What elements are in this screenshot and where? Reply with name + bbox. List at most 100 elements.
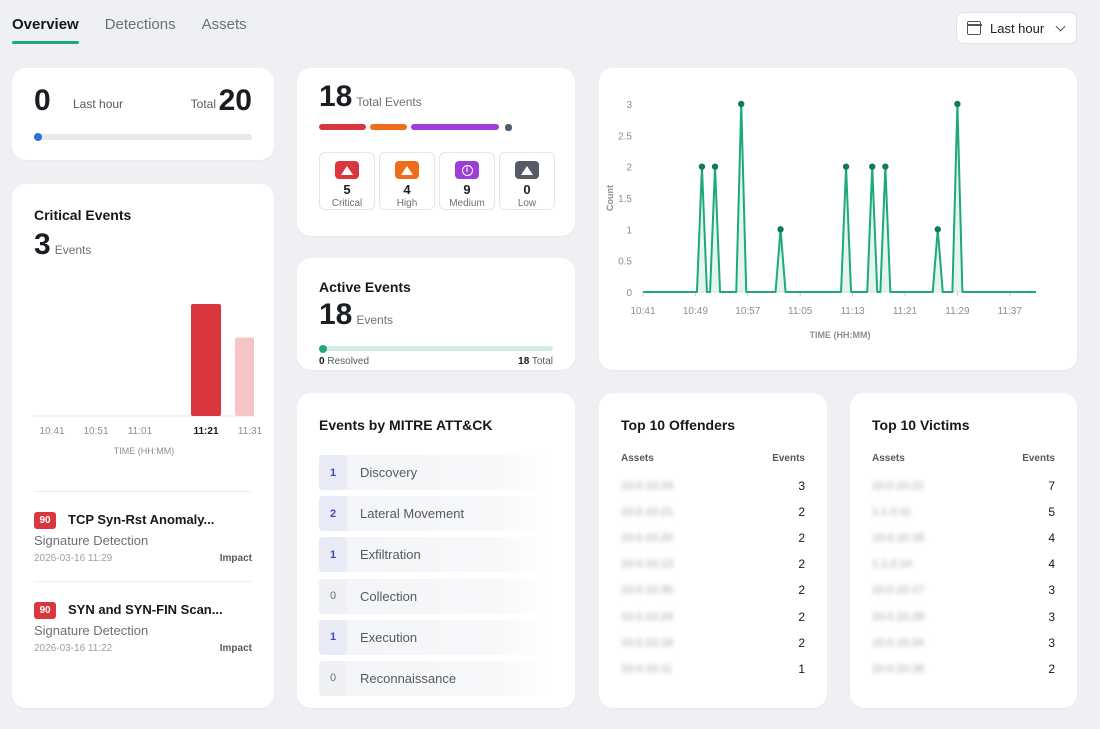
table-row[interactable]: 10.0.10.17 3 [872, 577, 1055, 603]
data-point[interactable] [777, 226, 784, 233]
severity-tile-critical[interactable]: 5 Critical [319, 152, 375, 210]
event-count: 2 [798, 531, 805, 546]
event-count: 2 [1048, 661, 1055, 676]
table-row[interactable]: 10.0.10.30 2 [621, 577, 805, 603]
mitre-tactic-item[interactable]: 1 Execution [319, 619, 553, 655]
table-row[interactable]: 10.0.10.11 1 [621, 656, 805, 682]
data-point[interactable] [738, 100, 745, 108]
mitre-tactic-item[interactable]: 2 Lateral Movement [319, 496, 553, 532]
asset-address: 10.0.10.21 [872, 480, 924, 493]
severity-tile-medium[interactable]: i 9 Medium [439, 152, 495, 210]
mitre-title: Events by MITRE ATT&CK [319, 417, 493, 433]
tab-overview[interactable]: Overview [12, 0, 79, 44]
data-point[interactable] [954, 100, 961, 108]
critical-events-bar-chart [34, 304, 254, 417]
table-row[interactable]: 10.0.10.21 7 [872, 473, 1055, 499]
severity-tile-low[interactable]: 0 Low [499, 152, 555, 210]
asset-address: 10.0.10.18 [621, 636, 673, 649]
top-victims-title: Top 10 Victims [872, 417, 970, 433]
critical-chart-x-title: TIME (HH:MM) [113, 446, 175, 456]
tab-assets[interactable]: Assets [201, 16, 247, 33]
bar-11:31[interactable] [235, 337, 254, 416]
event-count: 4 [1048, 531, 1055, 546]
data-point[interactable] [711, 163, 719, 170]
y-tick-label: 1.5 [618, 194, 632, 205]
bar-11:21[interactable] [191, 304, 221, 416]
events-column-header: Events [1022, 453, 1055, 464]
asset-address: 10.0.10.21 [621, 506, 673, 519]
y-tick-label: 1 [626, 225, 632, 236]
calendar-icon [966, 21, 982, 35]
table-row[interactable]: 1.1.0.14 4 [872, 551, 1055, 577]
table-row[interactable]: 10.0.10.21 2 [621, 499, 805, 525]
table-row[interactable]: 10.0.10.24 2 [621, 603, 805, 629]
event-tactic: Impact [219, 643, 252, 654]
top-victims-table: Assets Events 10.0.10.21 7 1.1.0.11 5 10.0.1… [872, 453, 1055, 682]
x-axis-title: TIME (HH:MM) [810, 330, 871, 340]
event-source: Signature Detection [34, 533, 149, 548]
mitre-tactic-item[interactable]: 1 Discovery [319, 455, 553, 490]
top-offenders-title: Top 10 Offenders [621, 417, 736, 433]
tactic-count-badge: 0 [319, 660, 347, 696]
assets-column-header: Assets [872, 453, 905, 464]
event-count: 3 [1048, 583, 1055, 598]
mitre-tactic-item[interactable]: 0 Reconnaissance [319, 660, 553, 696]
event-timestamp: 2026-03-16 11:22 [34, 643, 113, 654]
table-row[interactable]: 10.0.10.28 3 [872, 603, 1055, 629]
table-header: Assets Events [621, 453, 805, 473]
x-tick-label: 10:57 [735, 306, 760, 317]
severity-label: Medium [449, 198, 485, 209]
divider [34, 581, 252, 582]
table-row[interactable]: 10.0.10.18 2 [621, 630, 805, 656]
event-count: 3 [1048, 635, 1055, 650]
table-row[interactable]: 1.1.0.11 5 [872, 499, 1055, 525]
data-point[interactable] [698, 163, 706, 170]
critical-event-item[interactable]: 90 TCP Syn-Rst Anomaly... Signature Dete… [34, 508, 252, 576]
y-tick-label: 0.5 [618, 257, 632, 268]
table-header: Assets Events [872, 453, 1055, 473]
data-point[interactable] [934, 226, 941, 233]
events-timeline-chart: 0 0.5 1 1.5 2 2.5 3 10:41 10:49 10:57 11:05 11:13 11… [605, 100, 1036, 340]
active-events-card: Active Events 18 Events 0 Resolved 18 To… [297, 258, 575, 370]
warning-icon [395, 161, 419, 179]
table-row[interactable]: 10.0.10.13 2 [621, 551, 805, 577]
critical-events-metric: 3 Events [34, 228, 91, 262]
table-row[interactable]: 10.0.10.18 4 [872, 525, 1055, 551]
critical-events-unit: Events [54, 243, 92, 257]
table-row[interactable]: 10.0.10.28 2 [872, 656, 1055, 682]
top-offenders-table: Assets Events 10.0.10.24 3 10.0.10.21 2 10.0… [621, 453, 805, 682]
event-count: 2 [798, 635, 805, 650]
table-row[interactable]: 10.0.10.24 3 [621, 473, 805, 499]
total-count: 20 [218, 84, 252, 117]
asset-address: 10.0.10.30 [621, 584, 673, 597]
critical-events-count: 3 [34, 228, 51, 261]
event-count: 3 [798, 479, 805, 494]
mitre-tactic-item[interactable]: 1 Exfiltration [319, 537, 553, 573]
asset-address: 10.0.10.24 [621, 480, 673, 493]
severity-tile-high[interactable]: 4 High [379, 152, 435, 210]
event-name: SYN and SYN-FIN Scan... [68, 602, 223, 617]
x-tick-label: 11:01 [127, 426, 153, 437]
data-point[interactable] [842, 163, 850, 170]
severity-segment-high [370, 124, 407, 130]
top-tabs: Overview Detections Assets [12, 0, 247, 44]
resolved-progress-bar [319, 344, 553, 353]
severity-segment-critical [319, 124, 367, 130]
time-range-select[interactable]: Last hour [956, 12, 1077, 44]
critical-event-item[interactable]: 90 SYN and SYN-FIN Scan... Signature Det… [34, 598, 252, 666]
table-row[interactable]: 10.0.10.24 3 [872, 630, 1055, 656]
data-point[interactable] [882, 163, 889, 170]
asset-address: 10.0.10.28 [872, 662, 924, 675]
x-tick-label: 11:13 [840, 306, 865, 317]
mitre-tactic-item[interactable]: 0 Collection [319, 578, 553, 614]
tab-detections[interactable]: Detections [104, 16, 176, 33]
active-total-count: 18 Total [518, 356, 553, 367]
tactic-count-badge: 2 [319, 496, 347, 532]
event-count: 1 [798, 661, 805, 676]
table-row[interactable]: 10.0.10.20 2 [621, 525, 805, 551]
warning-icon [335, 161, 359, 179]
last-hour-label: Last hour [73, 97, 124, 111]
y-tick-label: 2.5 [618, 131, 632, 142]
data-point[interactable] [869, 163, 876, 170]
critical-events-title: Critical Events [34, 207, 132, 223]
